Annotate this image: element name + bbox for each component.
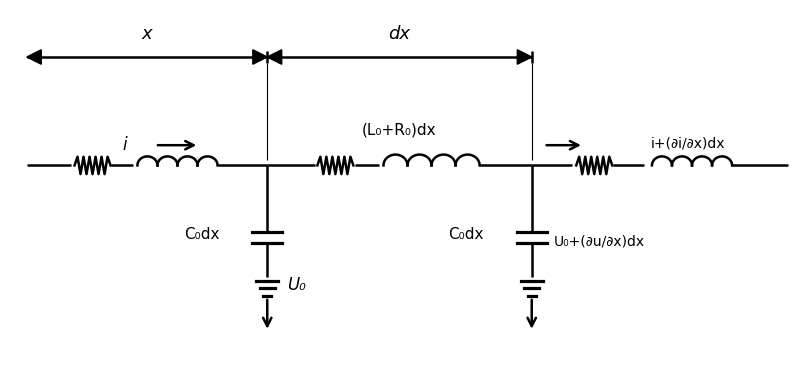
Text: U₀: U₀ [287, 276, 306, 294]
Polygon shape [27, 50, 41, 64]
Text: dx: dx [388, 25, 411, 43]
Text: U₀+(∂u/∂x)dx: U₀+(∂u/∂x)dx [554, 235, 646, 248]
Text: C₀dx: C₀dx [184, 226, 220, 241]
Text: C₀dx: C₀dx [448, 226, 483, 241]
Text: i+(∂i/∂x)dx: i+(∂i/∂x)dx [650, 137, 725, 151]
Text: (L₀+R₀)dx: (L₀+R₀)dx [362, 123, 437, 138]
Text: i: i [123, 136, 127, 154]
Polygon shape [267, 50, 282, 64]
Polygon shape [517, 50, 532, 64]
Polygon shape [253, 50, 267, 64]
Text: x: x [142, 25, 153, 43]
